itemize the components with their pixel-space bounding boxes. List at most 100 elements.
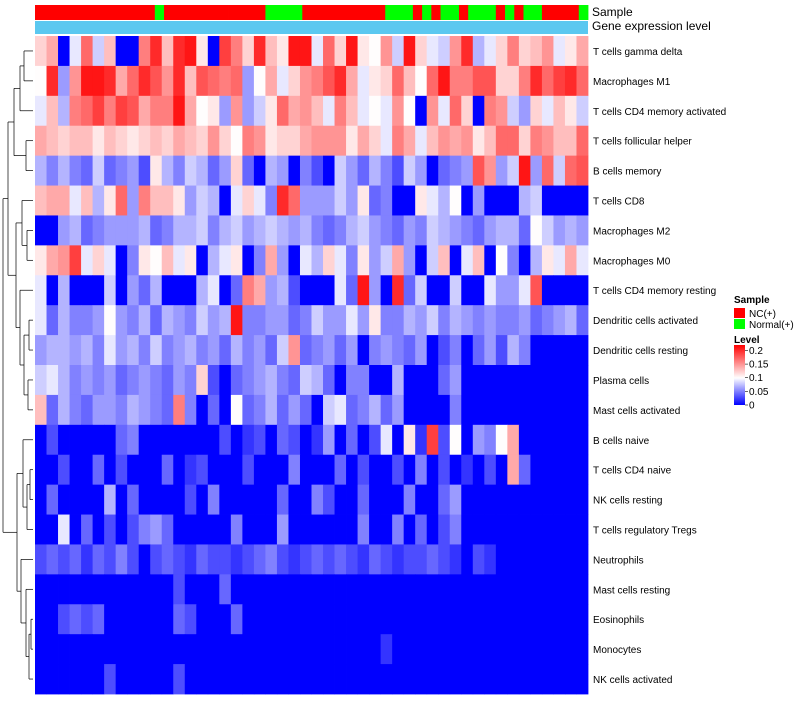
heatmap-cell <box>553 424 566 456</box>
heatmap-cell <box>334 95 347 127</box>
heatmap-cell <box>46 484 59 515</box>
sample-annotation-cell <box>219 5 229 20</box>
heatmap-cell <box>403 454 416 486</box>
heatmap-cell <box>564 245 577 276</box>
heatmap-cell <box>426 574 439 605</box>
heatmap-cell <box>541 454 554 486</box>
heatmap-cell <box>150 544 163 575</box>
heatmap-cell <box>495 36 508 67</box>
heatmap-cell <box>518 454 531 486</box>
heatmap-cell <box>253 65 266 97</box>
sample-annotation-cell <box>53 5 64 20</box>
heatmap-cell <box>161 365 174 396</box>
heatmap-cell <box>518 215 531 246</box>
heatmap-cell <box>184 574 197 605</box>
heatmap-cell <box>403 65 416 97</box>
heatmap-cell <box>173 125 186 157</box>
heatmap-cell <box>242 245 255 276</box>
heatmap-cell <box>104 544 117 575</box>
heatmap-cell <box>541 394 554 426</box>
heatmap-cell <box>184 454 197 486</box>
heatmap-cell <box>438 125 451 157</box>
heatmap-cell <box>81 365 93 396</box>
heatmap-cell <box>35 305 47 336</box>
heatmap-cell <box>219 454 232 486</box>
heatmap-cell <box>161 514 174 545</box>
heatmap-cell <box>426 215 439 246</box>
heatmap-cell <box>196 155 209 186</box>
heatmap-cell <box>288 215 301 246</box>
heatmap-cell <box>357 215 370 246</box>
heatmap-cell <box>242 514 255 545</box>
heatmap-cell <box>530 454 543 486</box>
sample-annotation-cell <box>154 5 165 20</box>
heatmap-cell <box>69 65 82 97</box>
heatmap-cell <box>265 95 278 127</box>
heatmap-cell <box>484 36 497 67</box>
heatmap-cell <box>299 185 312 216</box>
heatmap-cell <box>35 664 47 695</box>
heatmap-cell <box>553 95 566 127</box>
heatmap-cell <box>92 484 105 515</box>
heatmap-cell <box>530 484 543 515</box>
row-label: Mast cells resting <box>593 585 670 596</box>
heatmap-cell <box>81 634 93 665</box>
heatmap-cell <box>334 484 347 515</box>
heatmap-cell <box>323 36 335 67</box>
heatmap-cell <box>495 185 508 216</box>
heatmap-cell <box>449 335 462 366</box>
heatmap-cell <box>35 335 47 366</box>
heatmap-cell <box>173 245 186 276</box>
heatmap-cell <box>35 215 47 246</box>
heatmap-cell <box>541 544 554 575</box>
heatmap-cell <box>472 604 485 635</box>
heatmap-cell <box>357 275 370 306</box>
heatmap-cell <box>69 245 82 276</box>
sample-annotation-cell <box>117 5 128 20</box>
heatmap-cell <box>138 215 151 246</box>
heatmap-cell <box>35 514 47 545</box>
heatmap-cell <box>127 604 140 635</box>
heatmap-cell <box>69 454 82 486</box>
heatmap-cell <box>346 36 358 67</box>
heatmap-cell <box>184 484 197 515</box>
heatmap-cell <box>161 424 174 456</box>
heatmap-cell <box>288 65 301 97</box>
heatmap-cell <box>530 185 543 216</box>
legend: Sample NC(+) Normal(+) Level 0.20.150.10… <box>734 295 794 412</box>
heatmap-cell <box>449 484 462 515</box>
heatmap-cell <box>380 95 393 127</box>
heatmap-cell <box>69 95 82 127</box>
heatmap-cell <box>58 275 70 306</box>
sample-annotation-cell <box>62 5 73 20</box>
heatmap-cell <box>564 634 577 665</box>
heatmap-cell <box>288 365 301 396</box>
heatmap-cell <box>541 65 554 97</box>
heatmap-cell <box>518 394 531 426</box>
sample-annotation-cell <box>366 5 377 20</box>
heatmap-cell <box>334 454 347 486</box>
heatmap-cell <box>161 275 174 306</box>
heatmap-cell <box>219 215 232 246</box>
heatmap-cell <box>219 95 232 127</box>
sample-annotation-cell <box>541 5 552 20</box>
heatmap-cell <box>230 185 243 216</box>
heatmap-cell <box>173 454 186 486</box>
heatmap-cell <box>426 365 439 396</box>
sample-annotation-cell <box>477 5 488 20</box>
heatmap-cell <box>472 574 485 605</box>
heatmap-cell <box>323 215 335 246</box>
heatmap-cell <box>415 514 428 545</box>
heatmap-cell <box>495 65 508 97</box>
heatmap-cell <box>196 454 209 486</box>
heatmap-cell <box>449 245 462 276</box>
heatmap-cell <box>507 484 520 515</box>
heatmap-cell <box>472 365 485 396</box>
heatmap-cell <box>484 424 497 456</box>
heatmap-cell <box>299 155 312 186</box>
heatmap-cell <box>346 394 358 426</box>
heatmap-cell <box>276 394 289 426</box>
heatmap-cell <box>472 335 485 366</box>
heatmap-cell <box>438 245 451 276</box>
